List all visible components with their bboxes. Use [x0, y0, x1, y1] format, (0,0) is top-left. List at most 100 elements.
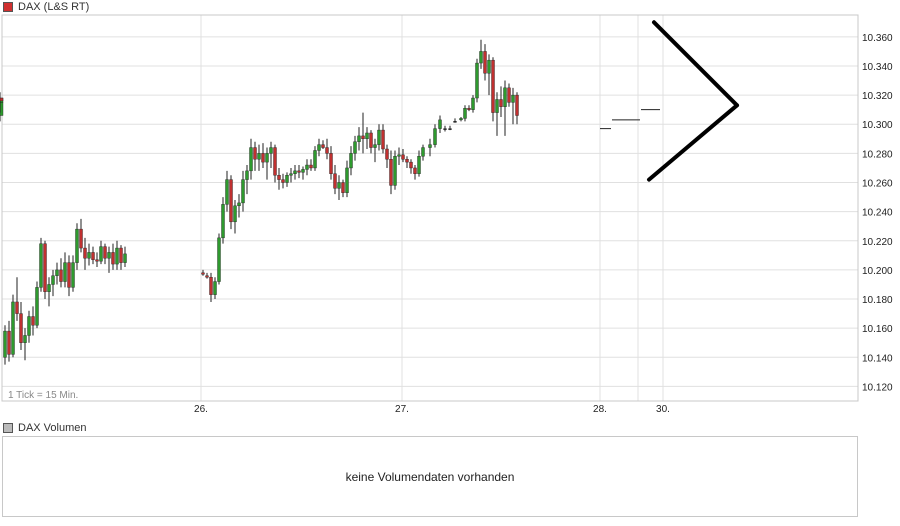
candle: [389, 150, 393, 195]
candle: [99, 240, 103, 265]
candle: [495, 92, 499, 136]
chart-grid: [2, 15, 858, 401]
candle: [475, 58, 479, 103]
x-axis-ticks: 26. 27. 28. 30.: [194, 404, 670, 415]
candle: [361, 112, 365, 154]
y-tick-label: 10.280: [862, 149, 893, 160]
y-tick-label: 10.200: [862, 266, 893, 277]
y-tick-label: 10.320: [862, 91, 893, 102]
candle: [0, 92, 4, 110]
candle: [233, 199, 237, 234]
candle: [329, 146, 333, 180]
candle: [35, 281, 39, 329]
candle: [471, 95, 475, 113]
candle: [448, 125, 452, 131]
candle: [289, 167, 293, 183]
candle: [39, 237, 43, 292]
candle: [381, 124, 385, 154]
candles: [0, 39, 660, 365]
candle: [511, 87, 515, 125]
candle: [341, 179, 345, 198]
candle: [107, 246, 111, 273]
candle: [95, 252, 99, 267]
candle: [393, 150, 397, 190]
candle: [503, 80, 507, 136]
candle: [245, 165, 249, 195]
candle: [3, 325, 7, 365]
candle: [309, 159, 313, 171]
x-tick-label: 27.: [395, 404, 409, 415]
candle: [11, 294, 15, 358]
candle: [253, 141, 257, 171]
candle: [499, 86, 503, 117]
candle: [63, 252, 67, 288]
candle: [51, 269, 55, 297]
candle: [487, 54, 491, 96]
y-tick-label: 10.220: [862, 237, 893, 248]
candle: [479, 39, 483, 69]
candle: [365, 127, 369, 150]
candle: [277, 167, 281, 190]
pattern-line-2: [647, 103, 739, 182]
candle: [293, 165, 297, 180]
candle: [79, 218, 83, 253]
candle: [15, 277, 19, 321]
candle: [297, 165, 301, 179]
candle: [325, 138, 329, 160]
candle: [209, 272, 213, 302]
candle: [201, 269, 205, 276]
candle: [103, 243, 107, 265]
pattern-line-1: [652, 20, 739, 108]
candle: [237, 194, 241, 218]
candle: [87, 243, 91, 266]
candle: [333, 165, 337, 195]
candle: [91, 246, 95, 265]
candle: [305, 159, 309, 176]
candle: [269, 141, 273, 168]
tick-interval-note: 1 Tick = 15 Min.: [8, 390, 78, 401]
candle: [349, 146, 353, 176]
candle: [397, 147, 401, 166]
candle: [428, 138, 432, 157]
y-tick-label: 10.240: [862, 208, 893, 219]
candle: [453, 118, 457, 123]
candle: [463, 105, 467, 122]
candle: [257, 144, 261, 171]
candle: [225, 170, 229, 212]
candle: [67, 255, 71, 297]
volume-legend-swatch: [3, 423, 13, 433]
x-tick-label: 30.: [656, 404, 670, 415]
candle: [409, 159, 413, 174]
candle: [483, 44, 487, 81]
candle: [205, 272, 209, 279]
candle: [301, 166, 305, 180]
plot-frame: [1, 14, 859, 402]
candle: [337, 175, 341, 200]
candle: [413, 165, 417, 180]
candle: [75, 223, 79, 270]
y-tick-label: 10.120: [862, 382, 893, 393]
y-tick-label: 10.360: [862, 33, 893, 44]
price-legend-swatch: [3, 2, 13, 12]
candle: [421, 144, 425, 161]
candle: [515, 92, 519, 125]
volume-legend: DAX Volumen: [3, 421, 86, 435]
candle: [373, 138, 377, 163]
candle: [281, 173, 285, 189]
price-chart: 10.120 10.140 10.160 10.180 10.200 10.220 10.2…: [0, 14, 893, 415]
candle: [229, 175, 233, 230]
y-tick-label: 10.180: [862, 295, 893, 306]
candle: [23, 328, 27, 361]
candle: [221, 197, 225, 244]
candle: [438, 115, 442, 133]
candle: [115, 240, 119, 270]
candle: [241, 170, 245, 212]
candle: [31, 306, 35, 336]
candle: [111, 243, 115, 270]
y-tick-label: 10.260: [862, 179, 893, 190]
x-tick-label: 28.: [593, 404, 607, 415]
candle: [377, 124, 381, 151]
candle: [345, 160, 349, 198]
candle: [119, 245, 123, 270]
x-tick-label: 26.: [194, 404, 208, 415]
